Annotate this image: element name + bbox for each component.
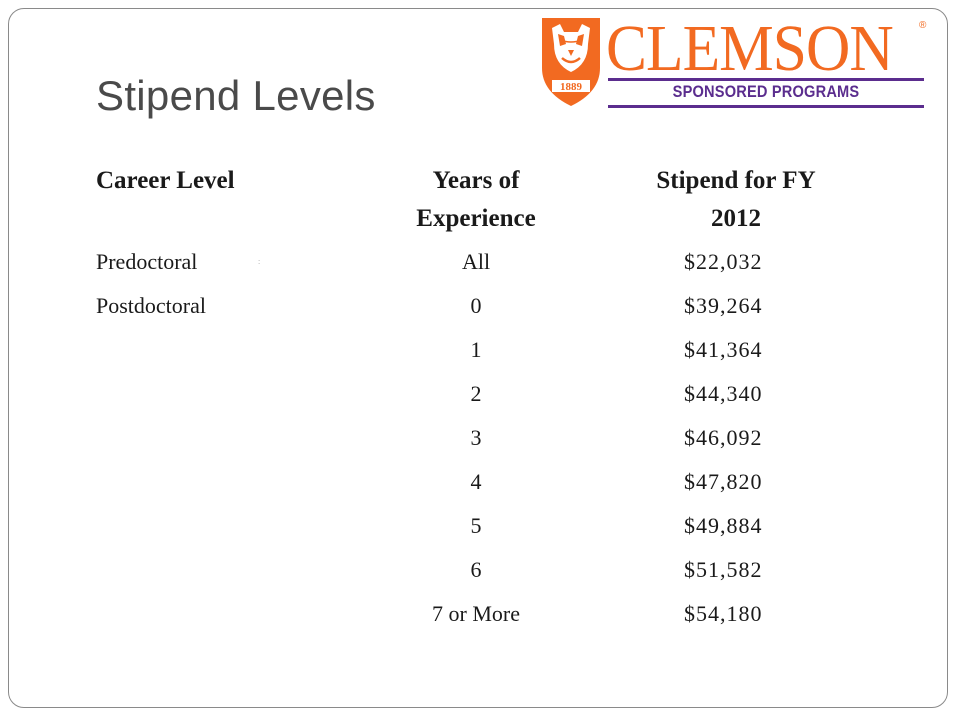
table-row: Predoctoral : All $22,032 bbox=[96, 240, 856, 284]
header-stipend-line1: Stipend for FY bbox=[656, 167, 816, 194]
cell-stipend: $49,884 bbox=[684, 513, 763, 538]
cell-years: 6 bbox=[470, 557, 482, 582]
header-career-level: Career Level bbox=[96, 167, 235, 194]
registered-mark: ® bbox=[919, 20, 927, 31]
cell-stipend: $41,364 bbox=[684, 337, 763, 362]
table-row: 6 $51,582 bbox=[96, 548, 856, 592]
cell-years: 2 bbox=[470, 381, 482, 406]
cell-stipend: $47,820 bbox=[684, 469, 763, 494]
cell-years: 1 bbox=[470, 337, 482, 362]
header-years-line1: Years of bbox=[432, 167, 520, 194]
cell-years: 7 or More bbox=[432, 601, 520, 626]
cell-years: 5 bbox=[470, 513, 482, 538]
slide-title: Stipend Levels bbox=[96, 72, 376, 119]
header-years-line2: Experience bbox=[416, 205, 536, 232]
stray-mark: : bbox=[258, 257, 261, 266]
cell-years: 3 bbox=[470, 425, 482, 450]
table-row: 5 $49,884 bbox=[96, 504, 856, 548]
logo-wordmark: CLEMSON bbox=[606, 12, 894, 85]
table-row: 2 $44,340 bbox=[96, 372, 856, 416]
header-stipend-line2: 2012 bbox=[711, 205, 761, 232]
tiger-paw-crest-icon: 1889 bbox=[542, 18, 600, 106]
cell-career-level: Predoctoral bbox=[96, 249, 198, 274]
header-years-of-experience: Years of Experience bbox=[376, 162, 576, 238]
slide-frame bbox=[8, 8, 948, 708]
table-row: 1 $41,364 bbox=[96, 328, 856, 372]
cell-stipend: $39,264 bbox=[684, 293, 763, 318]
table-row: Postdoctoral 0 $39,264 bbox=[96, 284, 856, 328]
svg-text:1889: 1889 bbox=[560, 81, 583, 93]
cell-years: 4 bbox=[470, 469, 482, 494]
table-row: 3 $46,092 bbox=[96, 416, 856, 460]
cell-career-level: Postdoctoral bbox=[96, 293, 206, 318]
cell-years: All bbox=[461, 249, 491, 274]
cell-years: 0 bbox=[470, 293, 482, 318]
cell-stipend: $44,340 bbox=[684, 381, 763, 406]
logo-rule-top bbox=[608, 78, 924, 81]
cell-stipend: $54,180 bbox=[684, 601, 763, 626]
header-stipend: Stipend for FY 2012 bbox=[616, 162, 856, 238]
clemson-logo: 1889 CLEMSON ® SPONSORED PROGRAMS bbox=[538, 14, 930, 110]
cell-stipend: $22,032 bbox=[684, 249, 763, 274]
cell-stipend: $46,092 bbox=[684, 425, 763, 450]
logo-tagline: SPONSORED PROGRAMS bbox=[672, 82, 860, 101]
table-row: 4 $47,820 bbox=[96, 460, 856, 504]
table-row: 7 or More $54,180 bbox=[96, 592, 856, 636]
cell-stipend: $51,582 bbox=[684, 557, 763, 582]
logo-rule-bottom bbox=[608, 105, 924, 108]
